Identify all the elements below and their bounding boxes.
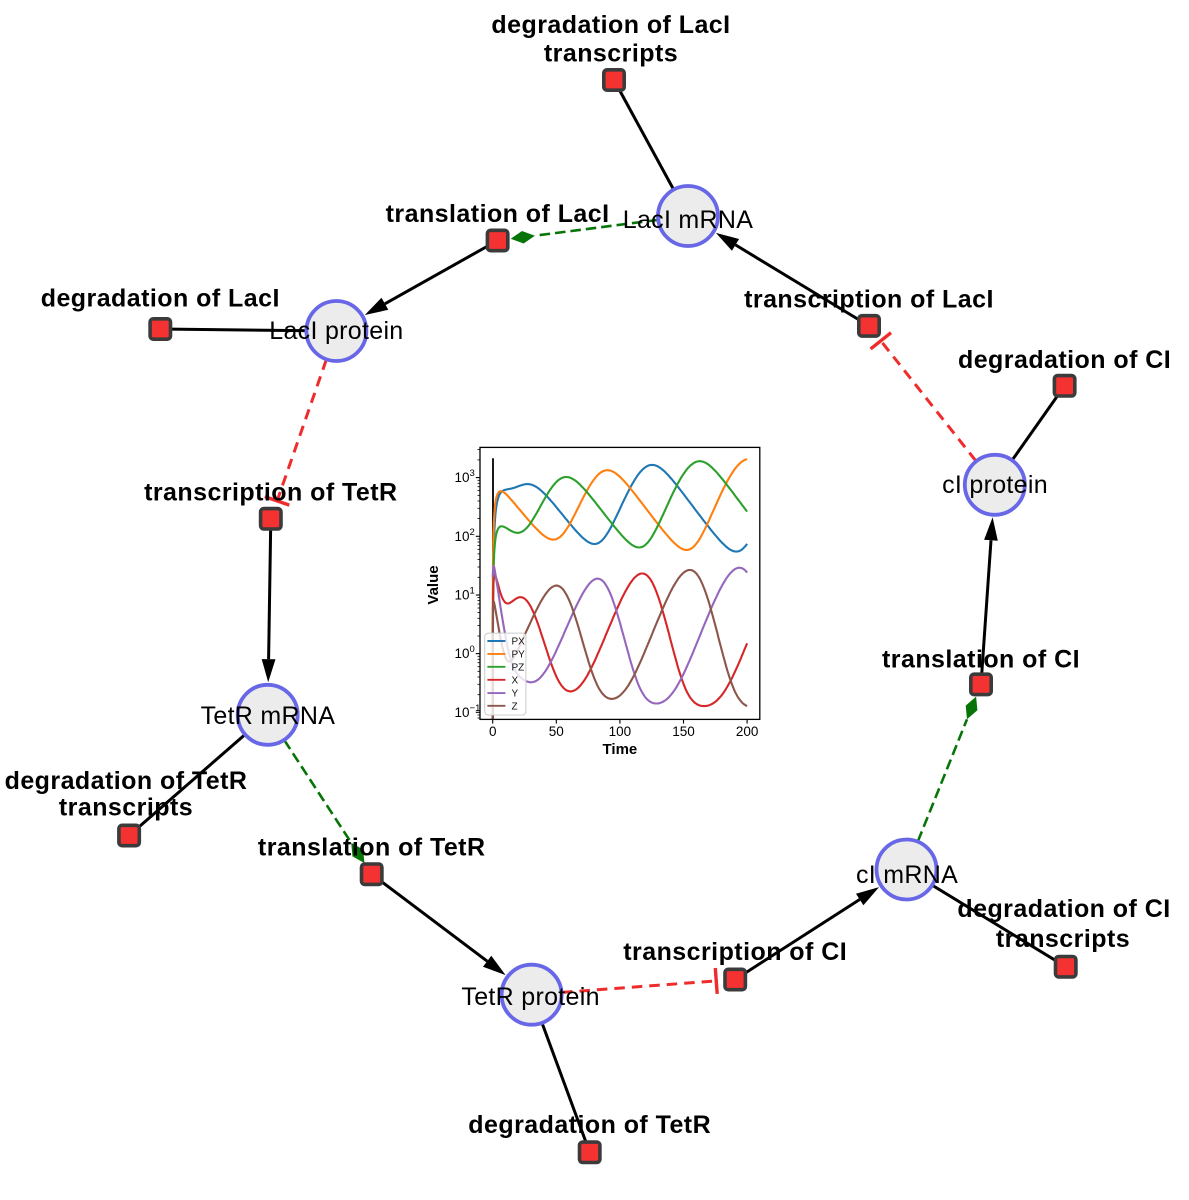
svg-text:degradation of LacI: degradation of LacI	[41, 285, 280, 313]
svg-text:transcription of LacI: transcription of LacI	[744, 286, 994, 314]
svg-text:PZ: PZ	[512, 662, 525, 673]
svg-text:TetR mRNA: TetR mRNA	[201, 702, 336, 730]
svg-text:Time: Time	[603, 741, 638, 758]
svg-text:degradation of LacI: degradation of LacI	[491, 11, 730, 39]
svg-text:103: 103	[455, 468, 475, 485]
svg-text:degradation of CI: degradation of CI	[958, 346, 1171, 374]
svg-text:LacI protein: LacI protein	[269, 317, 403, 345]
svg-text:10−1: 10−1	[455, 703, 481, 720]
svg-text:100: 100	[609, 724, 632, 739]
svg-text:Value: Value	[425, 565, 442, 604]
svg-text:Y: Y	[512, 689, 519, 700]
svg-text:translation of CI: translation of CI	[882, 646, 1080, 674]
svg-text:Z: Z	[512, 701, 518, 712]
svg-text:101: 101	[455, 586, 475, 603]
svg-text:cI mRNA: cI mRNA	[856, 861, 958, 889]
svg-text:translation of TetR: translation of TetR	[258, 833, 486, 861]
svg-text:0: 0	[489, 724, 497, 739]
svg-text:degradation of CI: degradation of CI	[957, 895, 1170, 923]
svg-text:50: 50	[549, 724, 564, 739]
svg-text:transcripts: transcripts	[544, 40, 678, 68]
svg-text:PY: PY	[512, 650, 526, 661]
svg-text:transcripts: transcripts	[59, 793, 193, 821]
svg-text:degradation of TetR: degradation of TetR	[5, 767, 248, 795]
svg-text:100: 100	[455, 644, 475, 661]
svg-text:X: X	[512, 675, 519, 686]
svg-text:degradation of TetR: degradation of TetR	[468, 1111, 711, 1139]
svg-text:TetR protein: TetR protein	[461, 983, 599, 1011]
svg-text:transcripts: transcripts	[996, 925, 1130, 953]
svg-text:LacI mRNA: LacI mRNA	[623, 206, 754, 234]
svg-text:200: 200	[736, 724, 759, 739]
svg-text:150: 150	[672, 724, 695, 739]
svg-text:transcription of CI: transcription of CI	[623, 938, 847, 966]
svg-text:102: 102	[455, 527, 475, 544]
svg-text:translation of LacI: translation of LacI	[386, 200, 610, 228]
svg-text:PX: PX	[512, 637, 526, 648]
svg-text:transcription of TetR: transcription of TetR	[144, 479, 397, 507]
svg-text:cI protein: cI protein	[942, 471, 1048, 499]
